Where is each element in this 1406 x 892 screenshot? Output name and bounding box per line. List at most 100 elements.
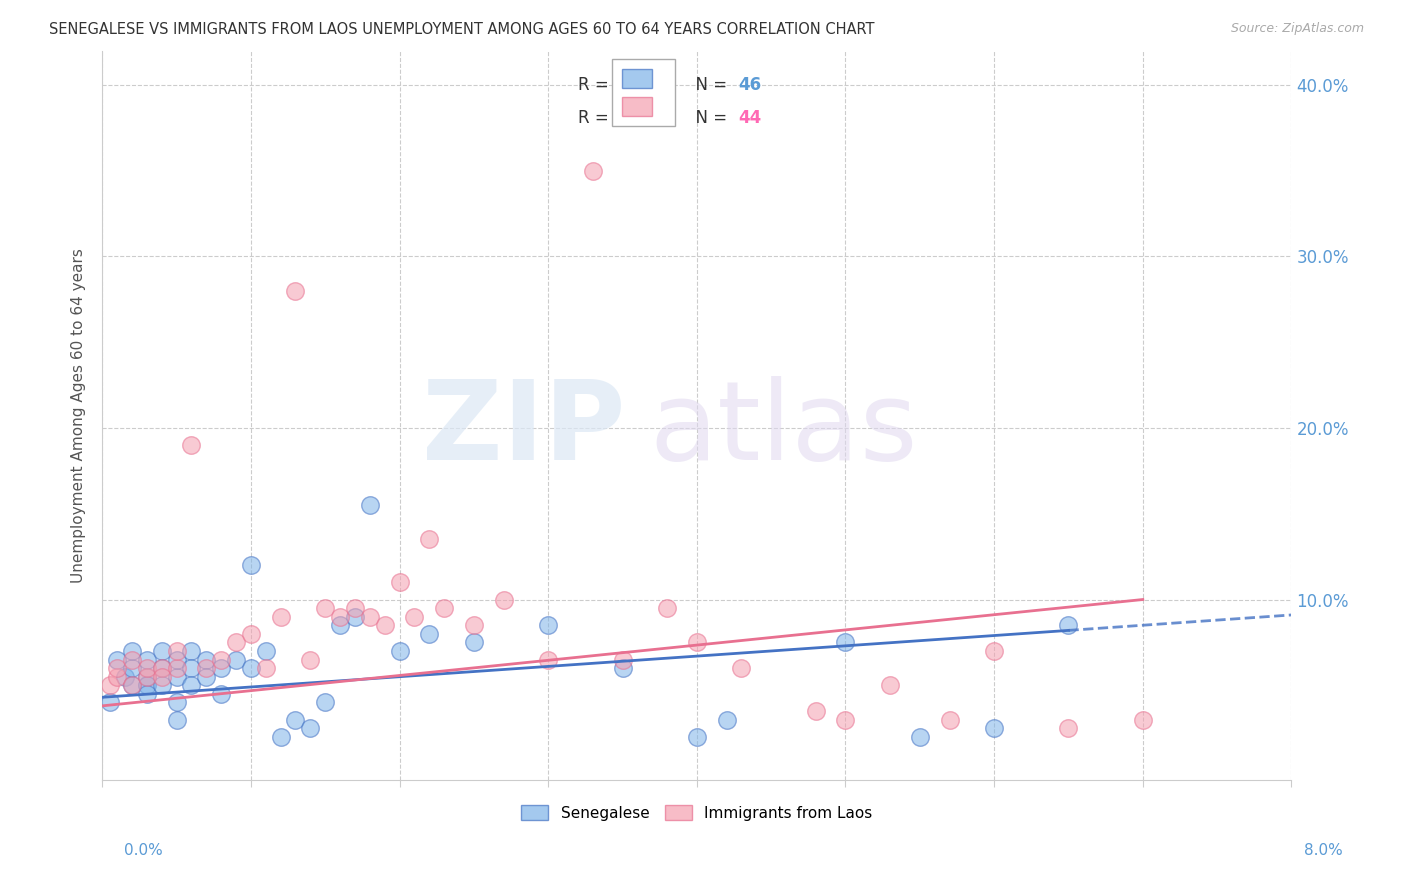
Text: 44: 44 xyxy=(738,109,762,127)
Point xyxy=(537,618,560,632)
Point xyxy=(225,635,247,649)
Point xyxy=(359,498,381,512)
Point xyxy=(343,609,366,624)
Point xyxy=(329,618,352,632)
Point xyxy=(121,661,143,675)
Text: 0.124: 0.124 xyxy=(620,76,666,95)
Point xyxy=(463,618,485,632)
Text: R =: R = xyxy=(578,109,614,127)
Point xyxy=(150,661,173,675)
Point xyxy=(135,670,157,684)
Point xyxy=(105,670,128,684)
Point xyxy=(983,644,1005,658)
Point xyxy=(239,558,262,573)
Point xyxy=(1057,721,1080,735)
Point xyxy=(135,678,157,692)
Point xyxy=(938,713,960,727)
Point xyxy=(180,644,202,658)
Point xyxy=(166,661,188,675)
Point xyxy=(135,652,157,666)
Point xyxy=(150,670,173,684)
Point xyxy=(388,644,411,658)
Point xyxy=(195,661,218,675)
Point xyxy=(537,652,560,666)
Point xyxy=(166,695,188,709)
Point xyxy=(686,635,709,649)
Point xyxy=(166,652,188,666)
Point xyxy=(114,670,136,684)
Point xyxy=(166,713,188,727)
Point xyxy=(418,627,440,641)
Text: SENEGALESE VS IMMIGRANTS FROM LAOS UNEMPLOYMENT AMONG AGES 60 TO 64 YEARS CORREL: SENEGALESE VS IMMIGRANTS FROM LAOS UNEMP… xyxy=(49,22,875,37)
Point xyxy=(1057,618,1080,632)
Point xyxy=(98,678,121,692)
Point xyxy=(239,661,262,675)
Point xyxy=(98,695,121,709)
Point xyxy=(209,652,232,666)
Point xyxy=(314,601,336,615)
Point xyxy=(879,678,901,692)
Point xyxy=(730,661,752,675)
Point xyxy=(180,438,202,452)
Point xyxy=(270,730,292,744)
Point xyxy=(121,678,143,692)
Point xyxy=(834,635,856,649)
Point xyxy=(180,678,202,692)
Point xyxy=(612,652,634,666)
Point xyxy=(359,609,381,624)
Point xyxy=(195,670,218,684)
Point xyxy=(388,575,411,590)
Point xyxy=(834,713,856,727)
Point xyxy=(329,609,352,624)
Point xyxy=(121,678,143,692)
Point xyxy=(582,163,605,178)
Point xyxy=(270,609,292,624)
Point xyxy=(404,609,426,624)
Point xyxy=(655,601,678,615)
Text: N =: N = xyxy=(685,109,733,127)
Point xyxy=(105,661,128,675)
Text: ZIP: ZIP xyxy=(422,376,626,483)
Point xyxy=(135,661,157,675)
Point xyxy=(284,284,307,298)
Point xyxy=(150,678,173,692)
Point xyxy=(804,704,827,718)
Point xyxy=(121,652,143,666)
Legend: Senegalese, Immigrants from Laos: Senegalese, Immigrants from Laos xyxy=(515,798,879,827)
Point xyxy=(492,592,515,607)
Point xyxy=(254,644,277,658)
Point xyxy=(716,713,738,727)
Point xyxy=(180,661,202,675)
Point xyxy=(686,730,709,744)
Text: atlas: atlas xyxy=(650,376,918,483)
Point xyxy=(150,661,173,675)
Point xyxy=(612,661,634,675)
Point xyxy=(983,721,1005,735)
Point xyxy=(343,601,366,615)
Point xyxy=(225,652,247,666)
Text: Source: ZipAtlas.com: Source: ZipAtlas.com xyxy=(1230,22,1364,36)
Point xyxy=(135,687,157,701)
Y-axis label: Unemployment Among Ages 60 to 64 years: Unemployment Among Ages 60 to 64 years xyxy=(72,248,86,582)
Point xyxy=(433,601,456,615)
Point xyxy=(1132,713,1154,727)
Point xyxy=(239,627,262,641)
Point xyxy=(209,687,232,701)
Text: 8.0%: 8.0% xyxy=(1303,843,1343,858)
Point xyxy=(299,652,322,666)
Text: N =: N = xyxy=(685,76,733,95)
Point xyxy=(374,618,396,632)
Text: 0.0%: 0.0% xyxy=(124,843,163,858)
Point xyxy=(121,644,143,658)
Point xyxy=(299,721,322,735)
Point xyxy=(284,713,307,727)
Point xyxy=(209,661,232,675)
Point xyxy=(135,670,157,684)
Text: 0.133: 0.133 xyxy=(620,109,668,127)
Point xyxy=(418,533,440,547)
Point xyxy=(254,661,277,675)
Point xyxy=(166,644,188,658)
Point xyxy=(150,644,173,658)
Point xyxy=(314,695,336,709)
Point xyxy=(463,635,485,649)
